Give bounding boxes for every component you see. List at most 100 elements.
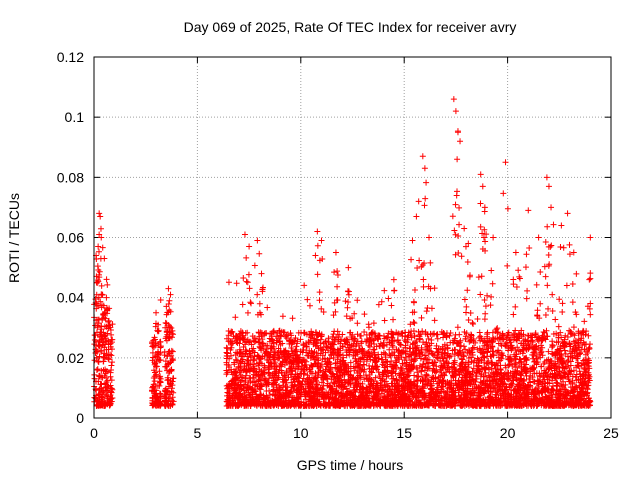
data-point bbox=[390, 375, 397, 382]
data-point bbox=[297, 389, 304, 396]
data-point bbox=[153, 363, 160, 370]
data-point bbox=[498, 355, 505, 362]
data-point bbox=[373, 364, 380, 371]
data-point bbox=[414, 342, 421, 349]
data-point bbox=[322, 368, 329, 375]
data-point bbox=[364, 388, 371, 395]
data-point bbox=[257, 329, 264, 336]
data-point bbox=[320, 390, 327, 397]
chart-title: Day 069 of 2025, Rate Of TEC Index for r… bbox=[184, 19, 517, 35]
data-point bbox=[105, 325, 112, 332]
data-point bbox=[410, 319, 417, 326]
data-point bbox=[301, 282, 308, 289]
data-point bbox=[391, 349, 398, 356]
data-point bbox=[578, 362, 585, 369]
data-point bbox=[163, 328, 170, 335]
data-point bbox=[481, 350, 488, 357]
data-point bbox=[451, 351, 458, 358]
x-tick-label: 15 bbox=[396, 425, 412, 441]
data-point bbox=[93, 354, 100, 361]
data-point bbox=[486, 374, 493, 381]
data-point bbox=[473, 369, 480, 376]
data-point bbox=[517, 395, 524, 402]
data-point bbox=[451, 337, 458, 344]
data-point bbox=[467, 391, 474, 398]
x-axis-label: GPS time / hours bbox=[297, 457, 404, 473]
data-point bbox=[354, 320, 361, 327]
data-point bbox=[166, 348, 173, 355]
data-point bbox=[95, 243, 102, 250]
data-point bbox=[388, 380, 395, 387]
data-point bbox=[398, 354, 405, 361]
data-point bbox=[166, 368, 173, 375]
data-point bbox=[293, 343, 300, 350]
data-point bbox=[103, 383, 110, 390]
data-point bbox=[153, 395, 160, 402]
data-point bbox=[109, 359, 116, 366]
data-point bbox=[394, 336, 401, 343]
data-point bbox=[97, 225, 104, 232]
data-point bbox=[106, 402, 113, 409]
data-point bbox=[242, 389, 249, 396]
data-point bbox=[253, 400, 260, 407]
data-point bbox=[155, 328, 162, 335]
data-point bbox=[426, 398, 433, 405]
data-point bbox=[458, 402, 465, 409]
data-point bbox=[298, 401, 305, 408]
data-point bbox=[543, 327, 550, 334]
data-point bbox=[443, 359, 450, 366]
data-point bbox=[472, 378, 479, 385]
data-point bbox=[435, 355, 442, 362]
data-point bbox=[430, 352, 437, 359]
data-point bbox=[482, 369, 489, 376]
data-point bbox=[422, 352, 429, 359]
data-point bbox=[318, 379, 325, 386]
data-point bbox=[382, 358, 389, 365]
data-point bbox=[317, 384, 324, 391]
data-point bbox=[523, 357, 530, 364]
data-point bbox=[434, 335, 441, 342]
data-point bbox=[364, 401, 371, 408]
data-point bbox=[351, 347, 358, 354]
data-point bbox=[244, 353, 251, 360]
data-point bbox=[502, 402, 509, 409]
data-point bbox=[264, 304, 271, 311]
data-point bbox=[236, 396, 243, 403]
data-point bbox=[384, 367, 391, 374]
data-point bbox=[512, 402, 519, 409]
data-point bbox=[526, 375, 533, 382]
data-point bbox=[237, 364, 244, 371]
data-point bbox=[101, 354, 108, 361]
data-point bbox=[170, 389, 177, 396]
data-point bbox=[495, 347, 502, 354]
data-point bbox=[385, 372, 392, 379]
data-point bbox=[406, 385, 413, 392]
data-point bbox=[456, 395, 463, 402]
data-point bbox=[341, 376, 348, 383]
data-point bbox=[474, 315, 481, 322]
data-point bbox=[351, 310, 358, 317]
data-point bbox=[584, 385, 591, 392]
data-point bbox=[273, 364, 280, 371]
data-point bbox=[281, 391, 288, 398]
data-point bbox=[415, 328, 422, 335]
data-point bbox=[561, 386, 568, 393]
data-point bbox=[568, 387, 575, 394]
data-point bbox=[555, 338, 562, 345]
data-point bbox=[330, 312, 337, 319]
data-point bbox=[397, 394, 404, 401]
data-point bbox=[95, 302, 102, 309]
data-point bbox=[333, 371, 340, 378]
data-point bbox=[579, 402, 586, 409]
data-point bbox=[261, 352, 268, 359]
data-point bbox=[456, 371, 463, 378]
data-point bbox=[365, 324, 372, 331]
data-point bbox=[98, 234, 105, 241]
data-point bbox=[549, 308, 556, 315]
y-tick-label: 0.06 bbox=[57, 230, 84, 246]
data-point bbox=[242, 341, 249, 348]
data-point bbox=[521, 361, 528, 368]
data-point bbox=[576, 368, 583, 375]
data-point bbox=[575, 398, 582, 405]
data-point bbox=[382, 350, 389, 357]
